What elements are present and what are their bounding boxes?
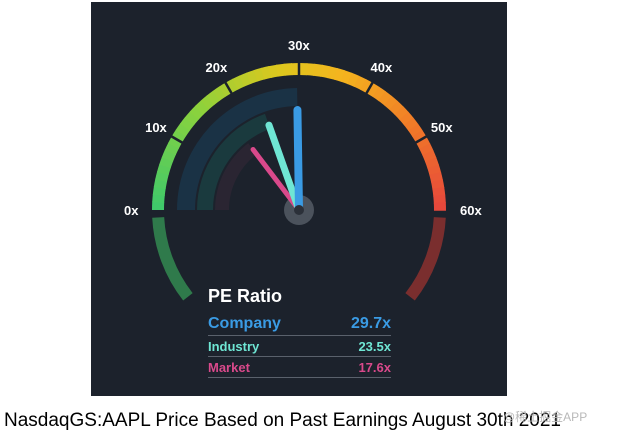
tick-mark-10 <box>170 134 184 145</box>
tick-label-30: 30x <box>288 37 310 53</box>
gauge-tail-left <box>152 217 193 301</box>
series-band-market <box>215 143 257 210</box>
tick-label-60: 60x <box>460 202 482 218</box>
legend-value-market: 17.6x <box>358 360 391 375</box>
figure-caption: NasdaqGS:AAPL Price Based on Past Earnin… <box>4 410 561 431</box>
tick-label-50: 50x <box>430 120 453 135</box>
chart-title: PE Ratio <box>208 286 283 306</box>
tick-label-10: 10x <box>145 120 167 135</box>
tick-label-40: 40x <box>370 59 393 75</box>
legend-label-industry: Industry <box>208 339 260 354</box>
pe-gauge <box>152 62 446 301</box>
legend-value-company: 29.7x <box>350 315 391 332</box>
series-band-industry <box>197 113 271 210</box>
chart-panel: PE Ratio Company 29.7x Industry 23.5x Ma… <box>91 2 507 396</box>
needle-market <box>250 146 302 213</box>
series-band-company <box>177 88 298 210</box>
gauge-tail-right <box>405 217 446 301</box>
needle-company <box>293 106 303 214</box>
watermark: @稀土掘金APP <box>503 410 588 424</box>
legend-label-market: Market <box>208 360 250 375</box>
tick-mark-20 <box>223 81 234 95</box>
tick-label-20: 20x <box>205 59 228 75</box>
legend-label-company: Company <box>208 315 281 332</box>
tick-mark-50 <box>414 134 428 145</box>
tick-label-0: 0x <box>124 202 139 218</box>
legend-row-industry: Industry 23.5x <box>208 336 391 357</box>
needle-pivot <box>294 205 304 215</box>
legend: PE Ratio Company 29.7x Industry 23.5x Ma… <box>208 286 391 378</box>
gauge-color-band <box>152 62 446 211</box>
legend-row-company: Company 29.7x <box>208 313 391 336</box>
needle-industry <box>265 121 303 214</box>
legend-row-market: Market 17.6x <box>208 357 391 378</box>
legend-value-industry: 23.5x <box>358 339 391 354</box>
tick-mark-40 <box>364 81 375 95</box>
